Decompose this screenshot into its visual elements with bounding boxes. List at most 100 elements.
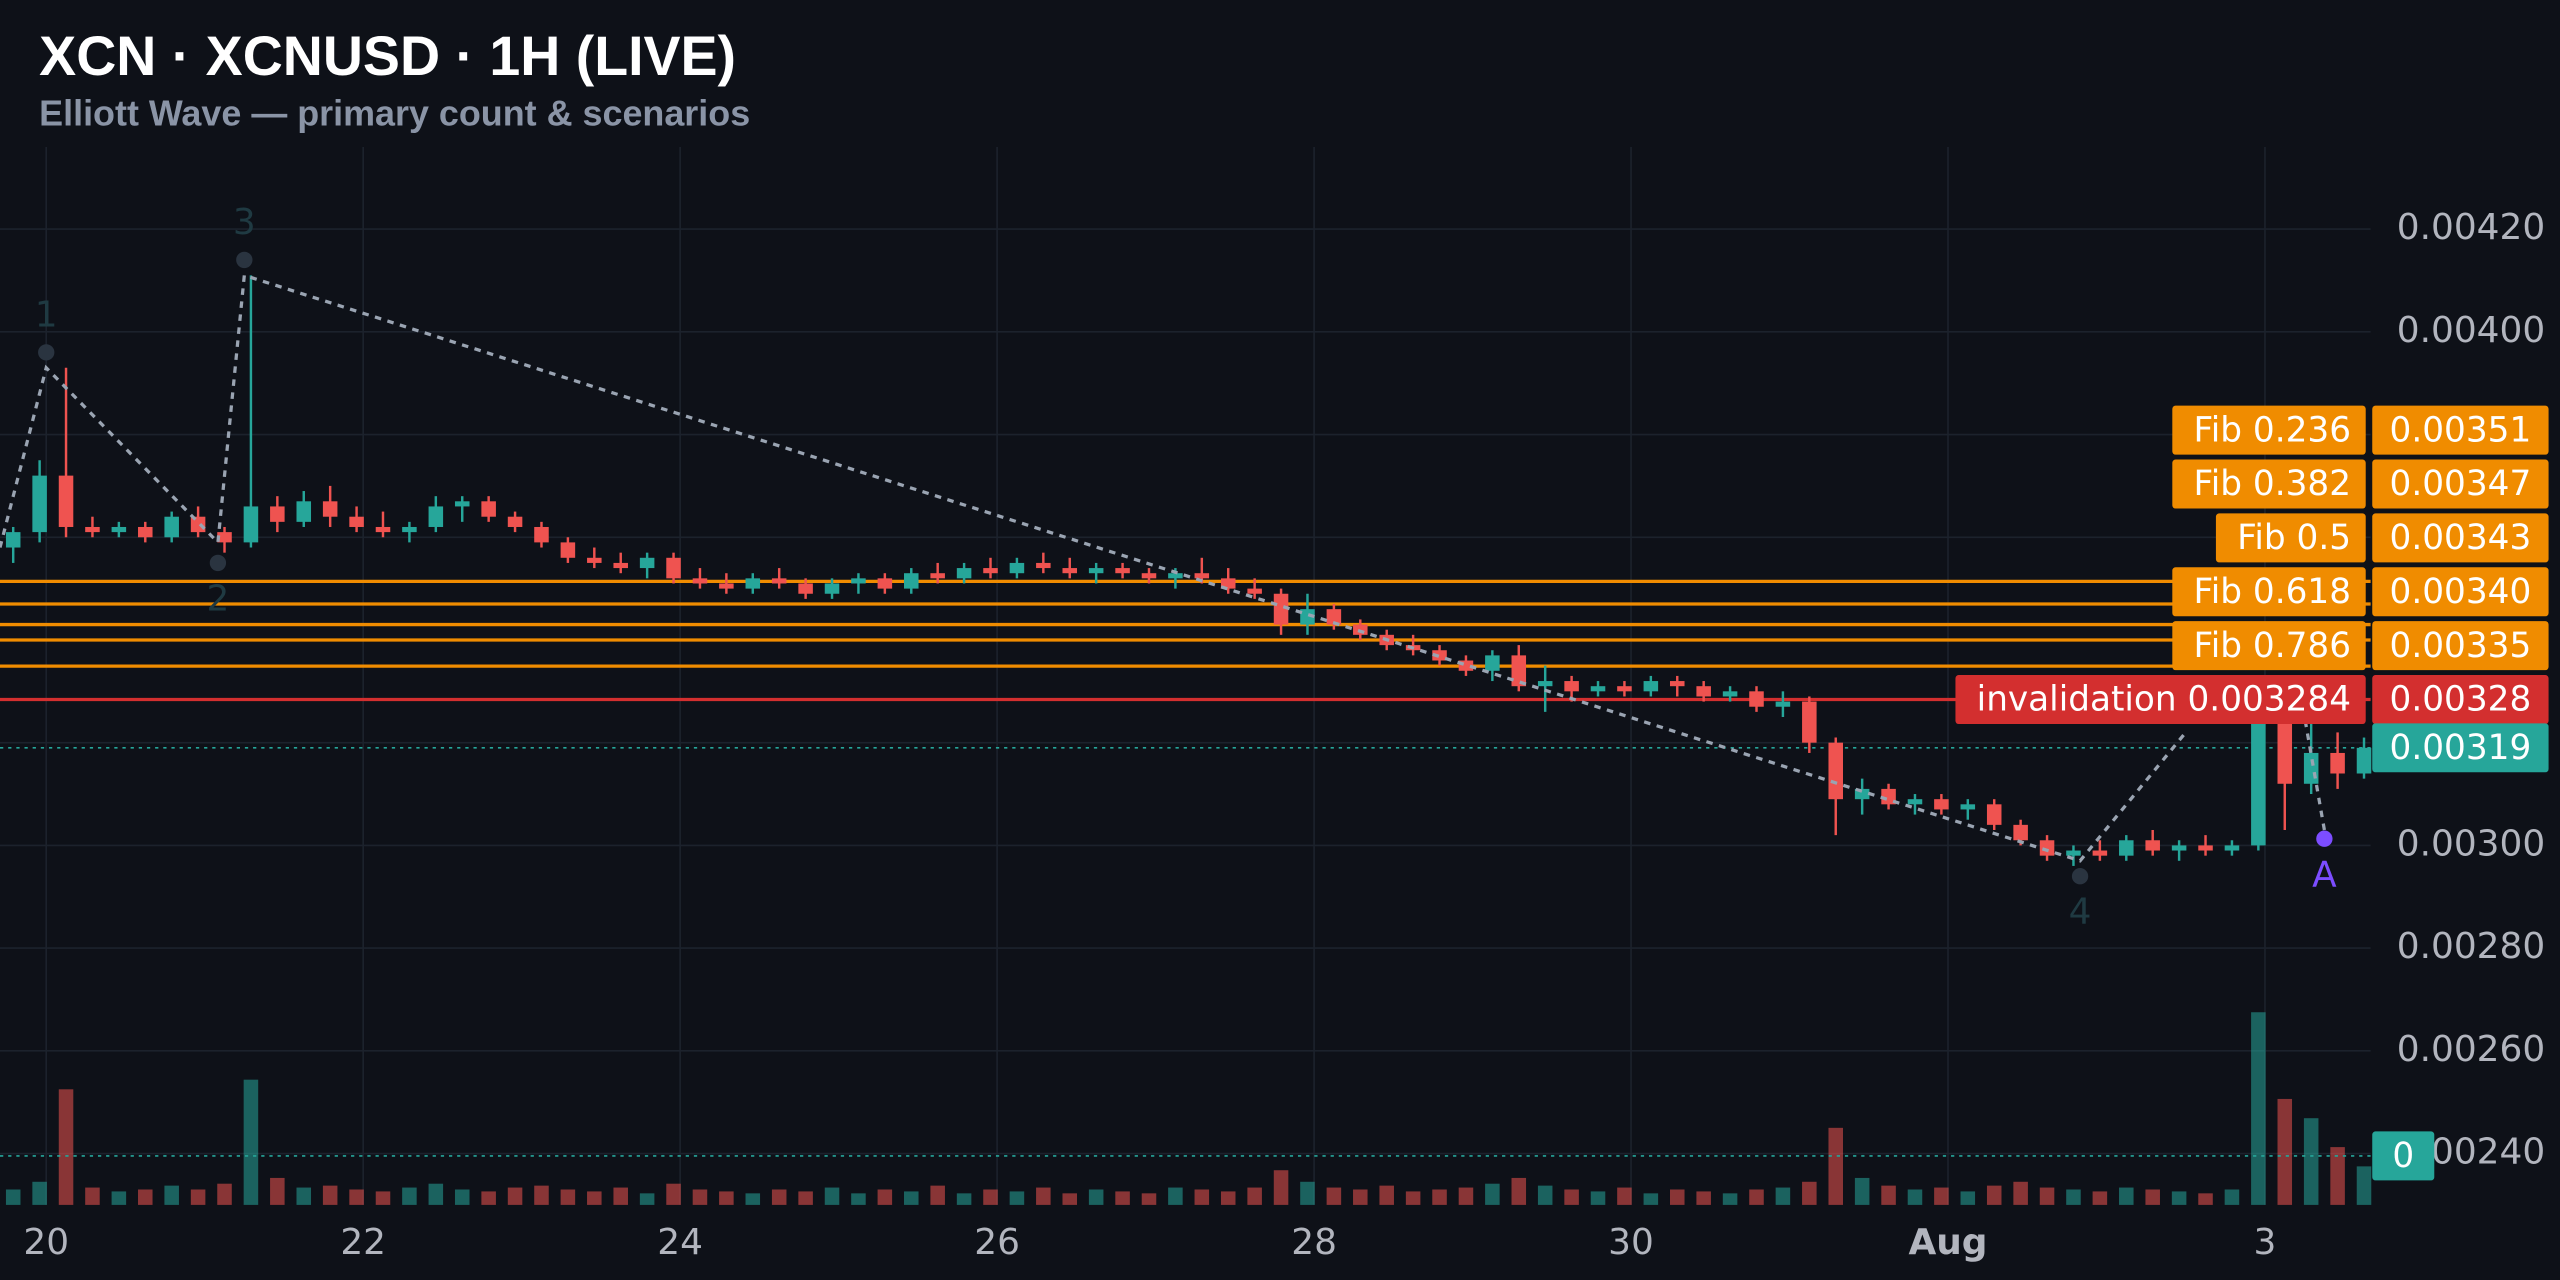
volume-bar: [58, 1089, 74, 1205]
volume-bar: [1088, 1189, 1104, 1205]
x-tick-label: 26: [974, 1222, 1020, 1263]
candle-body: [322, 501, 338, 517]
volume-bar: [1141, 1193, 1157, 1205]
wave-label: A: [2312, 854, 2337, 895]
volume-bar: [1326, 1187, 1342, 1205]
level-label: Fib 0.236: [2194, 410, 2351, 450]
price-label-box: [2372, 621, 2549, 671]
price-label: 0.00328: [2390, 680, 2532, 720]
x-tick-label: Aug: [1908, 1222, 1987, 1263]
candle-body: [798, 583, 813, 594]
wave-label: 1: [35, 294, 58, 335]
candle-body: [2171, 845, 2187, 851]
volume-bar: [428, 1183, 444, 1205]
candle-body: [2145, 840, 2160, 851]
volume-bar: [1617, 1187, 1632, 1205]
volume-bar: [1247, 1187, 1262, 1205]
candle-body: [1590, 686, 1606, 692]
volume-bar: [771, 1189, 787, 1205]
candle-body: [719, 583, 734, 589]
volume-bar: [2092, 1191, 2108, 1205]
wave-label: 4: [2069, 892, 2092, 933]
candle-body: [877, 578, 893, 589]
volume-bar: [454, 1189, 470, 1205]
price-label-box: [2372, 567, 2549, 617]
x-tick-label: 20: [23, 1222, 69, 1263]
level-label-box: [1955, 675, 2366, 725]
volume-bar: [1881, 1185, 1896, 1205]
price-label: 0.00335: [2390, 626, 2532, 666]
volume-bar: [243, 1079, 259, 1205]
volume-bar: [956, 1193, 972, 1205]
volume-bar: [1643, 1193, 1659, 1205]
volume-bar: [1273, 1170, 1289, 1205]
candle-body: [2251, 701, 2266, 846]
candle-body: [2198, 845, 2213, 851]
candle-body: [1775, 701, 1791, 707]
volume-bar: [85, 1187, 100, 1205]
price-label: 0.00351: [2390, 410, 2532, 450]
candle-body: [111, 526, 127, 533]
wave-point: [2316, 830, 2333, 847]
volume-last-box: [2372, 1131, 2435, 1181]
volume-bar: [1194, 1189, 1210, 1205]
volume-bar: [877, 1189, 893, 1205]
volume-bar: [1696, 1191, 1711, 1205]
volume-bar: [1934, 1187, 1949, 1205]
wave-label: 3: [233, 202, 256, 243]
volume-bar: [2171, 1191, 2187, 1205]
volume-bar: [1986, 1185, 2002, 1205]
candle-body: [613, 562, 628, 569]
volume-bar: [1115, 1191, 1130, 1205]
volume-bar: [2013, 1181, 2028, 1205]
candle-body: [1168, 573, 1183, 579]
volume-bar: [296, 1187, 312, 1205]
volume-bar: [2330, 1147, 2345, 1205]
candle-body: [2224, 845, 2240, 851]
candle-body: [2039, 840, 2055, 856]
volume-bar: [1432, 1189, 1447, 1205]
level-label: Fib 0.786: [2194, 626, 2351, 666]
y-tick-label: 0.00420: [2397, 207, 2545, 248]
volume-bar: [507, 1187, 523, 1205]
volume-bar: [190, 1189, 206, 1205]
volume-bar: [1537, 1185, 1553, 1205]
candles: [5, 275, 2372, 866]
volume-bar: [587, 1191, 602, 1205]
candle-body: [1300, 609, 1315, 625]
candle-body: [138, 526, 153, 538]
candle-body: [560, 542, 576, 558]
candle-body: [1537, 681, 1553, 687]
candle-body: [1934, 799, 1949, 810]
candle-body: [904, 573, 919, 589]
wave-point: [209, 554, 227, 572]
x-tick-label: 24: [657, 1222, 703, 1263]
volume-bar: [745, 1193, 761, 1205]
volume-bar: [138, 1189, 153, 1205]
volume-last-label: 0: [2392, 1136, 2414, 1176]
volume-bar: [481, 1191, 496, 1205]
candle-body: [5, 532, 21, 548]
candle-body: [2013, 824, 2028, 841]
volume-bar: [1828, 1127, 1844, 1205]
candle-body: [1088, 568, 1104, 574]
candle-body: [692, 578, 708, 584]
candle-body: [1986, 804, 2002, 825]
volume-bar: [560, 1189, 576, 1205]
price-label-box: [2372, 513, 2549, 563]
volume-bar: [639, 1193, 655, 1205]
labels: Fib 0.236 0.00351 Fib 0.382 0.00347 Fib 0.5 0…: [1955, 405, 2549, 1181]
volume: [5, 1012, 2372, 1205]
candle-body: [1722, 691, 1738, 697]
wave-label: 2: [206, 578, 229, 619]
candle-body: [1115, 568, 1130, 574]
price-label-box: [2372, 675, 2549, 725]
volume-bar: [613, 1187, 628, 1205]
wave-path: [0, 273, 2187, 863]
volume-bar: [1300, 1181, 1315, 1205]
volume-bar: [1485, 1183, 1500, 1205]
volume-bar: [1564, 1189, 1579, 1205]
candle-body: [983, 568, 998, 574]
candle-body: [1009, 562, 1025, 574]
y-tick-label: 0.00300: [2397, 823, 2545, 864]
